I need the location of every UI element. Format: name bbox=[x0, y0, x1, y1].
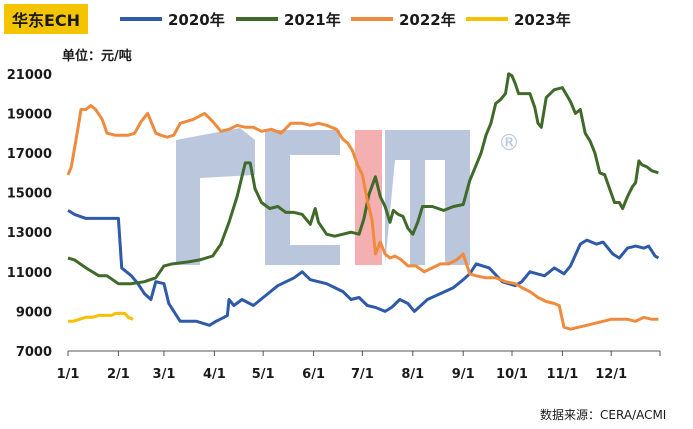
y-tick-label: 9000 bbox=[16, 305, 52, 320]
x-tick-label: 5/1 bbox=[252, 367, 275, 382]
x-axis-ticks: 1/1 2/1 3/1 4/1 5/1 6/1 7/1 8/1 9/1 10/1 11/1 12/1 bbox=[57, 351, 661, 382]
series-line-2021 bbox=[67, 72, 659, 286]
legend: 2020年 2021年 2022年 2023年 bbox=[120, 11, 571, 29]
legend-label-2022: 2022年 bbox=[399, 11, 456, 29]
x-tick-label: 4/1 bbox=[203, 367, 226, 382]
y-tick-label: 17000 bbox=[7, 147, 52, 162]
watermark-letter-c bbox=[265, 130, 340, 265]
x-tick-label: 10/1 bbox=[496, 367, 528, 382]
source-label: 数据来源：CERA/ACMI bbox=[540, 407, 666, 422]
x-tick-label: 12/1 bbox=[595, 367, 627, 382]
unit-label: 单位：元/吨 bbox=[62, 48, 132, 64]
series-line-2023 bbox=[68, 311, 134, 323]
watermark-letter-a bbox=[176, 128, 255, 265]
watermark-logo: ® bbox=[176, 128, 520, 265]
chart-title-box: 华东ECH bbox=[4, 4, 88, 34]
series-line-2022 bbox=[66, 104, 659, 331]
y-tick-label: 15000 bbox=[7, 187, 52, 202]
y-tick-label: 19000 bbox=[7, 107, 52, 122]
x-tick-label: 11/1 bbox=[546, 367, 578, 382]
legend-label-2023: 2023年 bbox=[514, 11, 571, 29]
chart-title: 华东ECH bbox=[11, 11, 81, 30]
x-tick-label: 2/1 bbox=[107, 367, 130, 382]
x-tick-label: 7/1 bbox=[351, 367, 374, 382]
y-axis-ticks: 7000 9000 11000 13000 15000 17000 19000 21000 bbox=[7, 68, 52, 360]
series-group bbox=[66, 72, 660, 331]
x-tick-label: 8/1 bbox=[401, 367, 424, 382]
x-tick-label: 3/1 bbox=[153, 367, 176, 382]
series-line-2020 bbox=[67, 209, 660, 327]
x-tick-label: 1/1 bbox=[57, 367, 80, 382]
legend-label-2020: 2020年 bbox=[168, 11, 225, 29]
y-tick-label: 21000 bbox=[7, 68, 52, 83]
y-tick-label: 13000 bbox=[7, 226, 52, 241]
x-tick-label: 9/1 bbox=[452, 367, 475, 382]
legend-label-2021: 2021年 bbox=[284, 11, 341, 29]
x-tick-label: 6/1 bbox=[302, 367, 325, 382]
y-tick-label: 7000 bbox=[16, 345, 52, 360]
y-tick-label: 11000 bbox=[7, 266, 52, 281]
watermark-letter-m bbox=[385, 130, 470, 265]
registered-mark-icon: ® bbox=[498, 131, 520, 156]
